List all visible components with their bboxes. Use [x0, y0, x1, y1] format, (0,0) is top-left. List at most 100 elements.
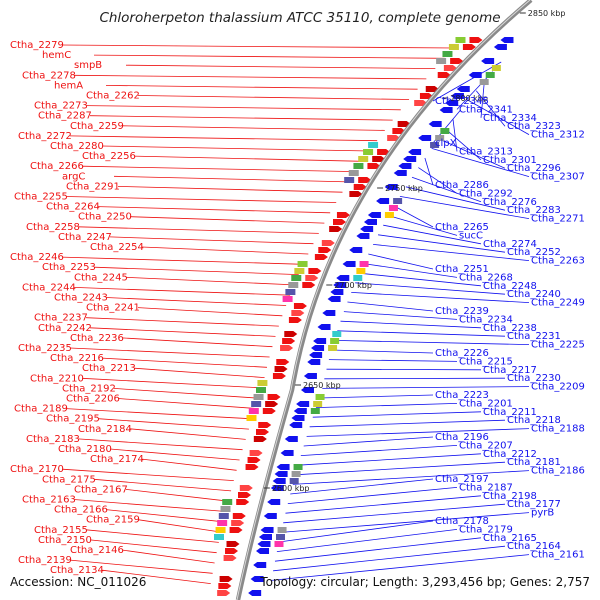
- reverse-gene-label-succ[interactable]: sucC: [459, 230, 483, 241]
- reverse-gene-label-ctha-2341[interactable]: Ctha_2341: [459, 104, 513, 115]
- reverse-gene-label-ctha-2301[interactable]: Ctha_2301: [483, 155, 537, 166]
- reverse-gene-label-ctha-2161[interactable]: Ctha_2161: [531, 550, 585, 561]
- forward-gene-label-ctha-2259[interactable]: Ctha_2259: [70, 121, 124, 132]
- forward-gene-label-ctha-2195[interactable]: Ctha_2195: [46, 414, 100, 425]
- forward-gene-label-ctha-2247[interactable]: Ctha_2247: [58, 232, 112, 243]
- reverse-gene-label-ctha-2292[interactable]: Ctha_2292: [459, 188, 513, 199]
- reverse-gene-label-ctha-2283[interactable]: Ctha_2283: [507, 205, 561, 216]
- forward-gene-label-ctha-2258[interactable]: Ctha_2258: [26, 222, 80, 233]
- forward-gene-label-ctha-2278[interactable]: Ctha_2278: [22, 70, 76, 81]
- reverse-gene-label-ctha-2234[interactable]: Ctha_2234: [459, 314, 513, 325]
- forward-gene-label-ctha-2180[interactable]: Ctha_2180: [58, 444, 112, 455]
- reverse-gene-label-ctha-2217[interactable]: Ctha_2217: [483, 365, 537, 376]
- forward-gene-label-ctha-2159[interactable]: Ctha_2159: [86, 515, 140, 526]
- forward-gene-label-ctha-2183[interactable]: Ctha_2183: [26, 434, 80, 445]
- reverse-gene-label-ctha-2307[interactable]: Ctha_2307: [531, 172, 585, 183]
- reverse-gene-label-ctha-2274[interactable]: Ctha_2274: [483, 239, 537, 250]
- forward-gene-label-ctha-2163[interactable]: Ctha_2163: [22, 495, 76, 506]
- forward-gene-label-ctha-2272[interactable]: Ctha_2272: [18, 131, 72, 142]
- forward-gene-label-ctha-2213[interactable]: Ctha_2213: [82, 363, 136, 374]
- reverse-gene-label-ctha-2223[interactable]: Ctha_2223: [435, 390, 489, 401]
- forward-gene-label-smpb[interactable]: smpB: [74, 60, 102, 71]
- forward-gene-label-ctha-2287[interactable]: Ctha_2287: [38, 111, 92, 122]
- forward-gene-label-argc[interactable]: argC: [62, 171, 85, 182]
- reverse-gene-label-ctha-2271[interactable]: Ctha_2271: [531, 214, 585, 225]
- reverse-gene-label-ctha-2312[interactable]: Ctha_2312: [531, 130, 585, 141]
- forward-gene-label-ctha-2242[interactable]: Ctha_2242: [38, 323, 92, 334]
- reverse-gene-label-ctha-2239[interactable]: Ctha_2239: [435, 306, 489, 317]
- forward-gene-label-ctha-2273[interactable]: Ctha_2273: [34, 101, 88, 112]
- forward-gene-label-ctha-2291[interactable]: Ctha_2291: [66, 181, 120, 192]
- forward-gene-label-ctha-2250[interactable]: Ctha_2250: [78, 212, 132, 223]
- reverse-gene-label-ctha-2225[interactable]: Ctha_2225: [531, 340, 585, 351]
- reverse-gene-label-ctha-2323[interactable]: Ctha_2323: [507, 121, 561, 132]
- forward-gene-label-ctha-2175[interactable]: Ctha_2175: [42, 474, 96, 485]
- reverse-gene-label-ctha-2276[interactable]: Ctha_2276: [483, 197, 537, 208]
- forward-gene-label-ctha-2167[interactable]: Ctha_2167: [74, 484, 128, 495]
- reverse-gene-label-ctha-2345[interactable]: Ctha_2345: [435, 96, 489, 107]
- forward-gene-label-hema[interactable]: hemA: [54, 80, 83, 91]
- forward-gene-label-ctha-2254[interactable]: Ctha_2254: [90, 242, 144, 253]
- reverse-gene-label-ctha-2268[interactable]: Ctha_2268: [459, 272, 513, 283]
- forward-gene-label-ctha-2170[interactable]: Ctha_2170: [10, 464, 64, 475]
- reverse-gene-label-ctha-2207[interactable]: Ctha_2207: [459, 440, 513, 451]
- reverse-gene-label-ctha-2230[interactable]: Ctha_2230: [507, 373, 561, 384]
- reverse-gene-label-ctha-2198[interactable]: Ctha_2198: [483, 491, 537, 502]
- forward-gene-label-ctha-2244[interactable]: Ctha_2244: [22, 282, 76, 293]
- reverse-gene-label-ctha-2296[interactable]: Ctha_2296: [507, 163, 561, 174]
- forward-gene-label-ctha-2262[interactable]: Ctha_2262: [86, 91, 140, 102]
- reverse-gene-label-ctha-2263[interactable]: Ctha_2263: [531, 256, 585, 267]
- forward-gene-label-ctha-2139[interactable]: Ctha_2139: [18, 555, 72, 566]
- reverse-gene-label-ctha-2249[interactable]: Ctha_2249: [531, 298, 585, 309]
- reverse-gene-label-pyrb[interactable]: pyrB: [531, 508, 554, 519]
- forward-gene-label-ctha-2134[interactable]: Ctha_2134: [50, 565, 104, 576]
- reverse-gene-label-ctha-2238[interactable]: Ctha_2238: [483, 323, 537, 334]
- reverse-gene-label-ctha-2212[interactable]: Ctha_2212: [483, 449, 537, 460]
- forward-gene-label-ctha-2246[interactable]: Ctha_2246: [10, 252, 64, 263]
- forward-gene-label-ctha-2174[interactable]: Ctha_2174: [90, 454, 144, 465]
- reverse-gene-label-ctha-2252[interactable]: Ctha_2252: [507, 247, 561, 258]
- forward-gene-label-hemc[interactable]: hemC: [42, 50, 71, 61]
- forward-gene-label-ctha-2166[interactable]: Ctha_2166: [54, 505, 108, 516]
- forward-gene-label-ctha-2189[interactable]: Ctha_2189: [14, 404, 68, 415]
- reverse-gene-label-ctha-2181[interactable]: Ctha_2181: [507, 457, 561, 468]
- reverse-gene-label-ctha-2231[interactable]: Ctha_2231: [507, 331, 561, 342]
- reverse-gene-label-ctha-2196[interactable]: Ctha_2196: [435, 432, 489, 443]
- forward-gene-label-ctha-2150[interactable]: Ctha_2150: [38, 535, 92, 546]
- reverse-gene-label-ctha-2164[interactable]: Ctha_2164: [507, 541, 561, 552]
- forward-gene-label-ctha-2146[interactable]: Ctha_2146: [70, 545, 124, 556]
- reverse-gene-label-ctha-2197[interactable]: Ctha_2197: [435, 474, 489, 485]
- forward-gene-label-ctha-2241[interactable]: Ctha_2241: [86, 303, 140, 314]
- forward-gene-label-ctha-2256[interactable]: Ctha_2256: [82, 151, 136, 162]
- forward-gene-label-ctha-2280[interactable]: Ctha_2280: [50, 141, 104, 152]
- forward-gene-label-ctha-2210[interactable]: Ctha_2210: [30, 373, 84, 384]
- reverse-gene-label-ctha-2218[interactable]: Ctha_2218: [507, 415, 561, 426]
- forward-gene-label-ctha-2192[interactable]: Ctha_2192: [62, 383, 116, 394]
- reverse-gene-label-ctha-2188[interactable]: Ctha_2188: [531, 424, 585, 435]
- reverse-gene-label-ctha-2248[interactable]: Ctha_2248: [483, 281, 537, 292]
- forward-gene-label-ctha-2253[interactable]: Ctha_2253: [42, 262, 96, 273]
- reverse-gene-label-ctha-2178[interactable]: Ctha_2178: [435, 516, 489, 527]
- reverse-gene-label-ctha-2211[interactable]: Ctha_2211: [483, 407, 537, 418]
- forward-gene-label-ctha-2155[interactable]: Ctha_2155: [34, 525, 88, 536]
- forward-gene-label-ctha-2216[interactable]: Ctha_2216: [50, 353, 104, 364]
- reverse-gene-label-ctha-2334[interactable]: Ctha_2334: [483, 113, 537, 124]
- forward-gene-label-ctha-2264[interactable]: Ctha_2264: [46, 202, 100, 213]
- reverse-gene-label-ctha-2265[interactable]: Ctha_2265: [435, 222, 489, 233]
- forward-gene-label-ctha-2266[interactable]: Ctha_2266: [30, 161, 84, 172]
- reverse-gene-label-ctha-2177[interactable]: Ctha_2177: [507, 499, 561, 510]
- reverse-gene-label-ctha-2165[interactable]: Ctha_2165: [483, 533, 537, 544]
- reverse-gene-label-ctha-2201[interactable]: Ctha_2201: [459, 398, 513, 409]
- reverse-gene-label-ctha-2313[interactable]: Ctha_2313: [459, 146, 513, 157]
- reverse-gene-label-ctha-2186[interactable]: Ctha_2186: [531, 466, 585, 477]
- forward-gene-label-ctha-2237[interactable]: Ctha_2237: [34, 313, 88, 324]
- reverse-gene-label-ctha-2251[interactable]: Ctha_2251: [435, 264, 489, 275]
- forward-gene-label-ctha-2243[interactable]: Ctha_2243: [54, 293, 108, 304]
- forward-gene-label-ctha-2236[interactable]: Ctha_2236: [70, 333, 124, 344]
- reverse-gene-label-ctha-2187[interactable]: Ctha_2187: [459, 482, 513, 493]
- forward-gene-label-ctha-2235[interactable]: Ctha_2235: [18, 343, 72, 354]
- reverse-gene-label-ctha-2179[interactable]: Ctha_2179: [459, 524, 513, 535]
- forward-gene-label-ctha-2245[interactable]: Ctha_2245: [74, 272, 128, 283]
- reverse-gene-label-ctha-2209[interactable]: Ctha_2209: [531, 382, 585, 393]
- reverse-gene-label-ctha-2286[interactable]: Ctha_2286: [435, 180, 489, 191]
